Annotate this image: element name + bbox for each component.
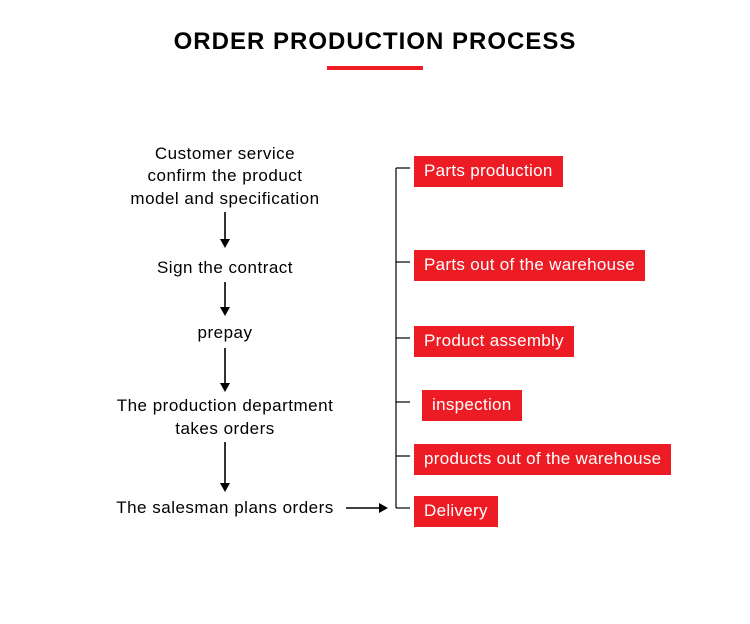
- flow-lines: [0, 0, 750, 624]
- red-box-b1: Parts production: [414, 156, 563, 187]
- red-box-b2: Parts out of the warehouse: [414, 250, 645, 281]
- step-s5: The salesman plans orders: [85, 497, 365, 520]
- step-s4: The production department takes orders: [85, 395, 365, 441]
- red-box-b6: Delivery: [414, 496, 498, 527]
- step-s2: Sign the contract: [125, 257, 325, 280]
- page-title: ORDER PRODUCTION PROCESS: [0, 0, 750, 56]
- step-s1: Customer service confirm the product mod…: [105, 143, 345, 212]
- red-box-b4: inspection: [422, 390, 522, 421]
- red-box-b3: Product assembly: [414, 326, 574, 357]
- red-box-b5: products out of the warehouse: [414, 444, 671, 475]
- title-underline: [327, 66, 423, 70]
- title-text: ORDER PRODUCTION PROCESS: [174, 28, 577, 55]
- step-s3: prepay: [165, 322, 285, 345]
